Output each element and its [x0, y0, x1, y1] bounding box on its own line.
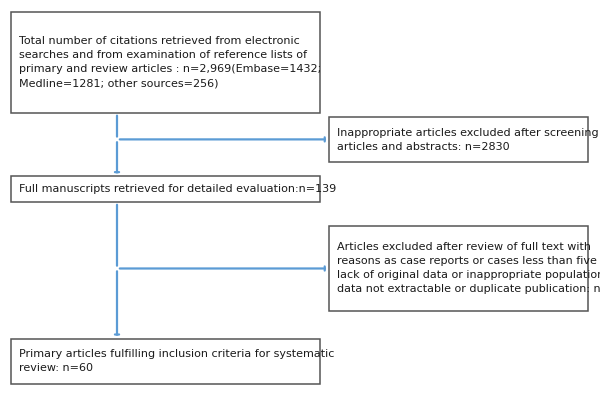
FancyBboxPatch shape	[11, 339, 320, 384]
Text: Total number of citations retrieved from electronic
searches and from examinatio: Total number of citations retrieved from…	[19, 36, 321, 88]
Text: Inappropriate articles excluded after screening the
articles and abstracts: n=28: Inappropriate articles excluded after sc…	[337, 128, 600, 152]
Text: Articles excluded after review of full text with
reasons as case reports or case: Articles excluded after review of full t…	[337, 242, 600, 294]
FancyBboxPatch shape	[329, 117, 588, 162]
FancyBboxPatch shape	[11, 176, 320, 202]
Text: Full manuscripts retrieved for detailed evaluation:n=139: Full manuscripts retrieved for detailed …	[19, 184, 336, 194]
FancyBboxPatch shape	[11, 12, 320, 113]
Text: Primary articles fulfilling inclusion criteria for systematic
review: n=60: Primary articles fulfilling inclusion cr…	[19, 349, 334, 373]
FancyBboxPatch shape	[329, 226, 588, 311]
